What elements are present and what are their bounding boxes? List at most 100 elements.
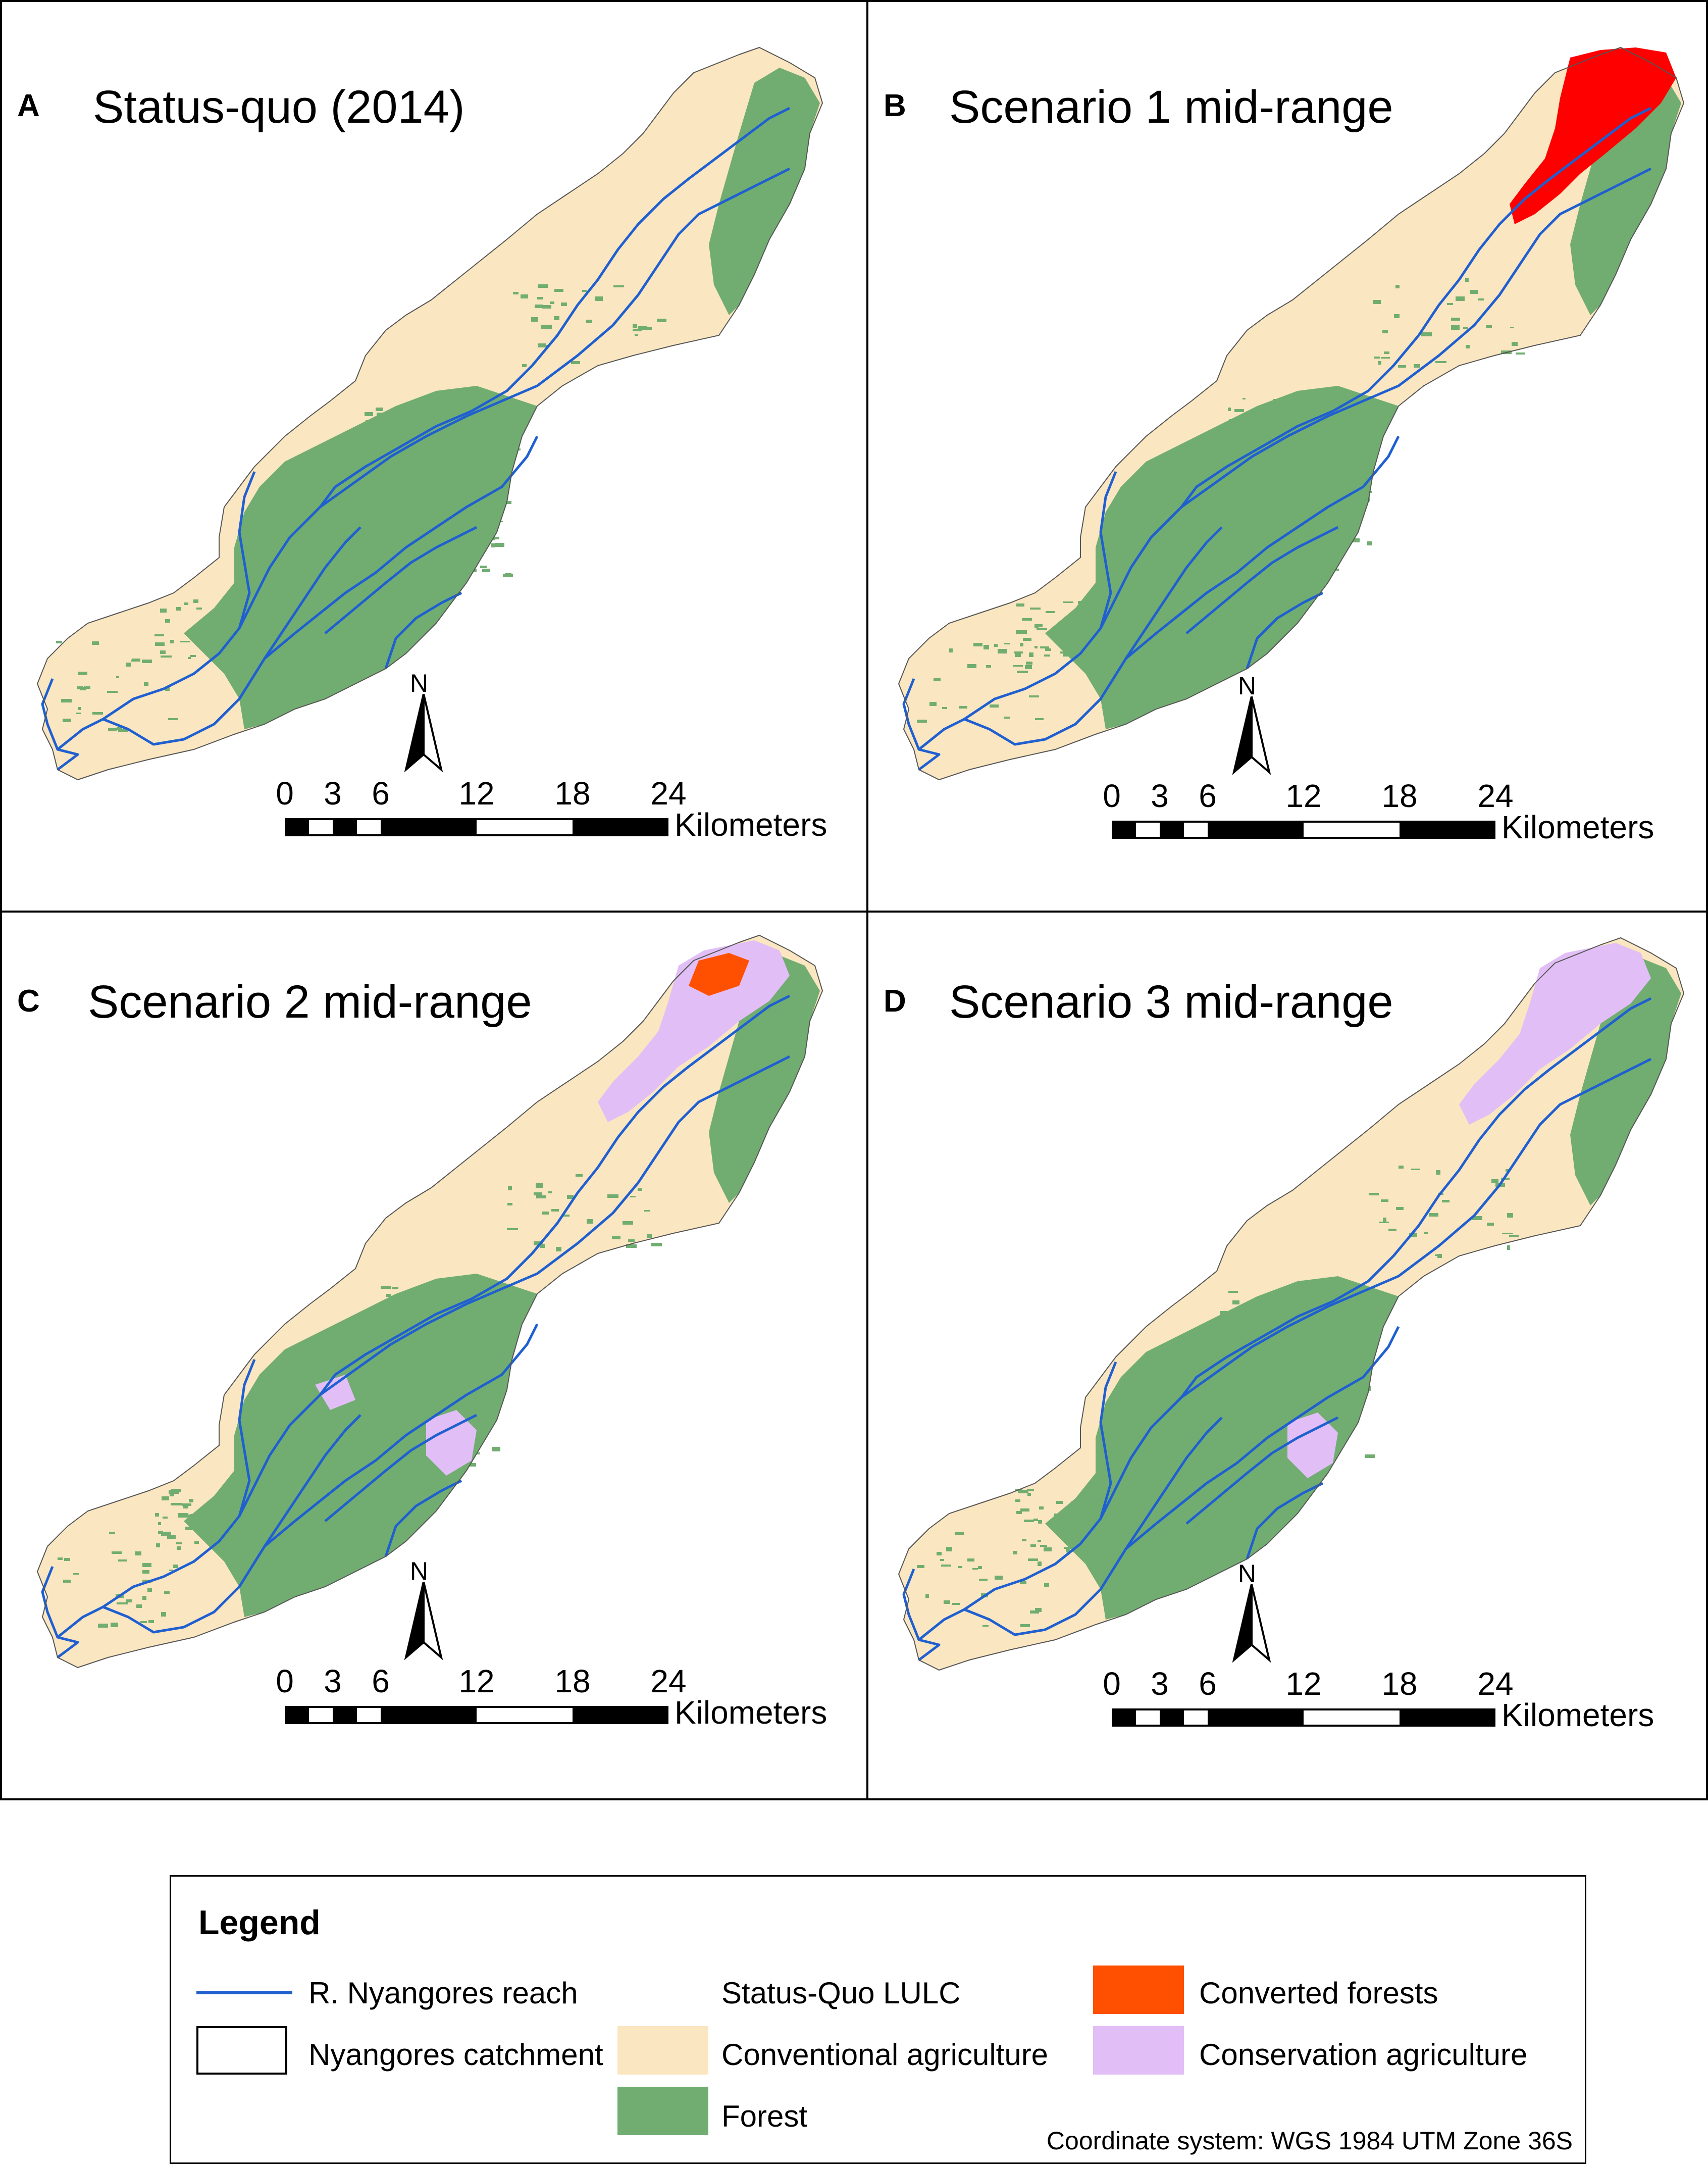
coordinate-system: Coordinate system: WGS 1984 UTM Zone 36S	[1046, 2127, 1573, 2155]
forest-speckle	[126, 1599, 132, 1602]
conservation-agriculture-area	[1459, 943, 1651, 1125]
forest-speckle	[193, 599, 198, 603]
forest-speckle	[1054, 1514, 1063, 1516]
forest-speckle	[1338, 446, 1343, 450]
forest-speckle	[386, 1294, 391, 1297]
forest-speckle	[1034, 646, 1038, 648]
scale-tick-label: 24	[1477, 778, 1514, 814]
forest-speckle	[958, 1566, 962, 1568]
forest-speckle	[1366, 456, 1376, 459]
forest-speckle	[454, 1299, 462, 1302]
forest-speckle	[984, 645, 989, 649]
forest-speckle	[158, 1531, 163, 1534]
river-reach	[324, 1414, 478, 1522]
forest-speckle	[458, 556, 462, 560]
forest-speckle	[1017, 671, 1028, 673]
forest-speckle	[1281, 1309, 1288, 1311]
forest-speckle	[1004, 643, 1010, 644]
forest-speckle	[567, 1195, 574, 1199]
forest-speckle	[205, 629, 214, 631]
forest-speckle	[1322, 1380, 1326, 1382]
forest-speckle	[198, 1522, 209, 1526]
forest-speckle	[1044, 654, 1050, 657]
forest-speckle	[1451, 325, 1460, 330]
scale-unit-label: Kilometers	[675, 1694, 827, 1731]
scale-segment	[285, 820, 309, 834]
forest-speckle	[1250, 1338, 1253, 1343]
panel-title: Scenario 1 mid-range	[949, 81, 1393, 133]
forest-speckle	[379, 441, 382, 444]
forest-speckle	[1396, 1207, 1404, 1210]
forest-speckle	[978, 1566, 982, 1569]
forest-speckle	[540, 1244, 545, 1248]
forest-speckle	[194, 1541, 199, 1544]
forest-speckle	[967, 664, 976, 668]
forest-speckle	[1352, 538, 1360, 542]
scale-segment	[477, 1708, 573, 1722]
forest-speckle	[1016, 1511, 1022, 1514]
legend-status-quo-heading: Status-Quo LULC	[721, 1976, 961, 2010]
forest-speckle	[1322, 1290, 1329, 1292]
scale-tick-label: 6	[372, 775, 390, 812]
legend-title: Legend	[198, 1903, 321, 1942]
forest-speckle	[1044, 1547, 1052, 1551]
forest-speckle	[498, 1362, 507, 1367]
forest-speckle	[1365, 491, 1372, 493]
conservation-agriculture-area	[315, 1375, 355, 1410]
forest-speckle	[1345, 482, 1351, 485]
forest-speckle	[1456, 296, 1465, 301]
forest-speckle	[136, 1604, 142, 1608]
river-reach	[238, 471, 256, 629]
forest-speckle	[535, 305, 543, 308]
river-reach	[918, 1326, 1400, 1641]
forest-speckle	[1325, 559, 1334, 561]
forest-speckle	[612, 1236, 620, 1239]
forest-speckle	[131, 660, 140, 662]
forest-speckle	[1060, 632, 1071, 635]
forest-speckle	[1311, 439, 1320, 443]
forest-speckle	[561, 1215, 570, 1217]
forest-speckle	[368, 431, 373, 435]
map-panel-b: B Scenario 1 mid-range N 0 3 6 12 18 24 Kilome…	[866, 0, 1708, 913]
forest-speckle	[173, 1565, 178, 1568]
forest-speckle	[223, 607, 229, 610]
scale-tick-label: 6	[372, 1663, 390, 1699]
forest-speckle	[142, 1596, 146, 1600]
scale-segment	[1183, 1710, 1208, 1725]
scale-tick-label: 0	[1103, 1666, 1121, 1702]
forest-speckle	[657, 319, 666, 322]
scale-unit-label: Kilometers	[1502, 809, 1654, 845]
forest-speckle	[1063, 601, 1073, 603]
forest-speckle	[576, 1174, 583, 1177]
forest-speckle	[147, 1588, 152, 1592]
forest-speckle	[470, 1335, 474, 1339]
forest-speckle	[374, 1339, 378, 1342]
forest-speckle	[485, 456, 490, 460]
river-reach	[1099, 1362, 1117, 1519]
forest-speckle	[1291, 1298, 1295, 1302]
forest-speckle	[165, 619, 170, 623]
forest-speckle	[1060, 651, 1071, 653]
forest-speckle	[464, 1464, 469, 1467]
river-reach	[319, 994, 791, 1396]
forest-speckle	[1056, 1501, 1063, 1504]
catchment-boundary	[36, 934, 823, 1669]
forest-speckle	[1487, 1223, 1494, 1226]
forest-speckle	[162, 1496, 169, 1500]
forest-speckle	[1013, 1551, 1017, 1554]
catchment-boundary	[36, 46, 823, 781]
forest-speckle	[1220, 1311, 1227, 1315]
forest-speckle	[1512, 342, 1518, 346]
forest-speckle	[1045, 648, 1051, 651]
forest-speckle	[188, 657, 191, 659]
forest-speckle	[1040, 1545, 1047, 1547]
river-reach	[918, 435, 1400, 750]
forest-speckle	[1332, 523, 1338, 525]
forest-speckle	[1507, 1213, 1513, 1218]
forest-area	[184, 386, 537, 729]
river-reach	[1180, 997, 1652, 1398]
forest-speckle	[1083, 1537, 1093, 1539]
forest-speckle	[116, 676, 119, 678]
forest-speckle	[1333, 439, 1343, 442]
forest-speckle	[952, 1603, 960, 1605]
